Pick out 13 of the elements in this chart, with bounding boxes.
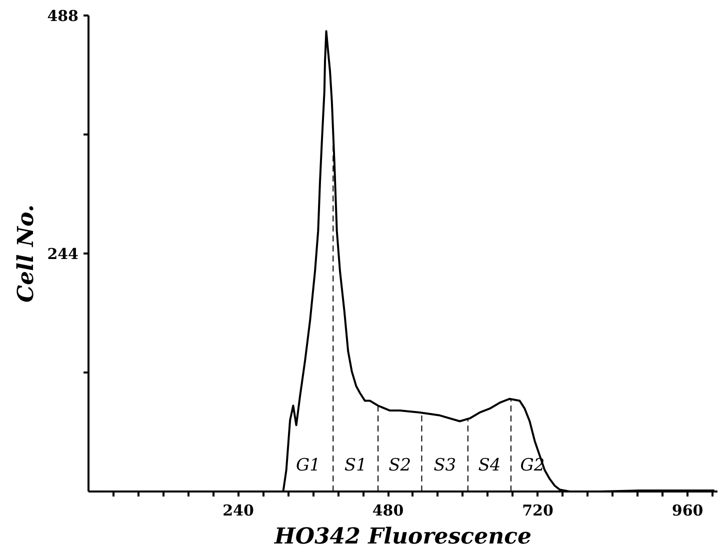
- x-tick-label: 960: [672, 502, 704, 520]
- x-tick-label: 240: [222, 502, 254, 520]
- x-tick-label: 480: [372, 502, 404, 520]
- y-tick-label: 488: [47, 7, 78, 25]
- annotation: S2: [388, 455, 412, 476]
- annotation: G1: [296, 455, 320, 476]
- y-axis-title: Cell No.: [13, 204, 40, 302]
- annotation: S1: [344, 455, 367, 476]
- x-axis-title: HO342 Fluorescence: [274, 524, 532, 550]
- y-tick-label: 244: [47, 245, 78, 263]
- x-tick-label: 720: [522, 502, 554, 520]
- annotation: S4: [478, 455, 501, 476]
- annotation: S3: [434, 455, 456, 476]
